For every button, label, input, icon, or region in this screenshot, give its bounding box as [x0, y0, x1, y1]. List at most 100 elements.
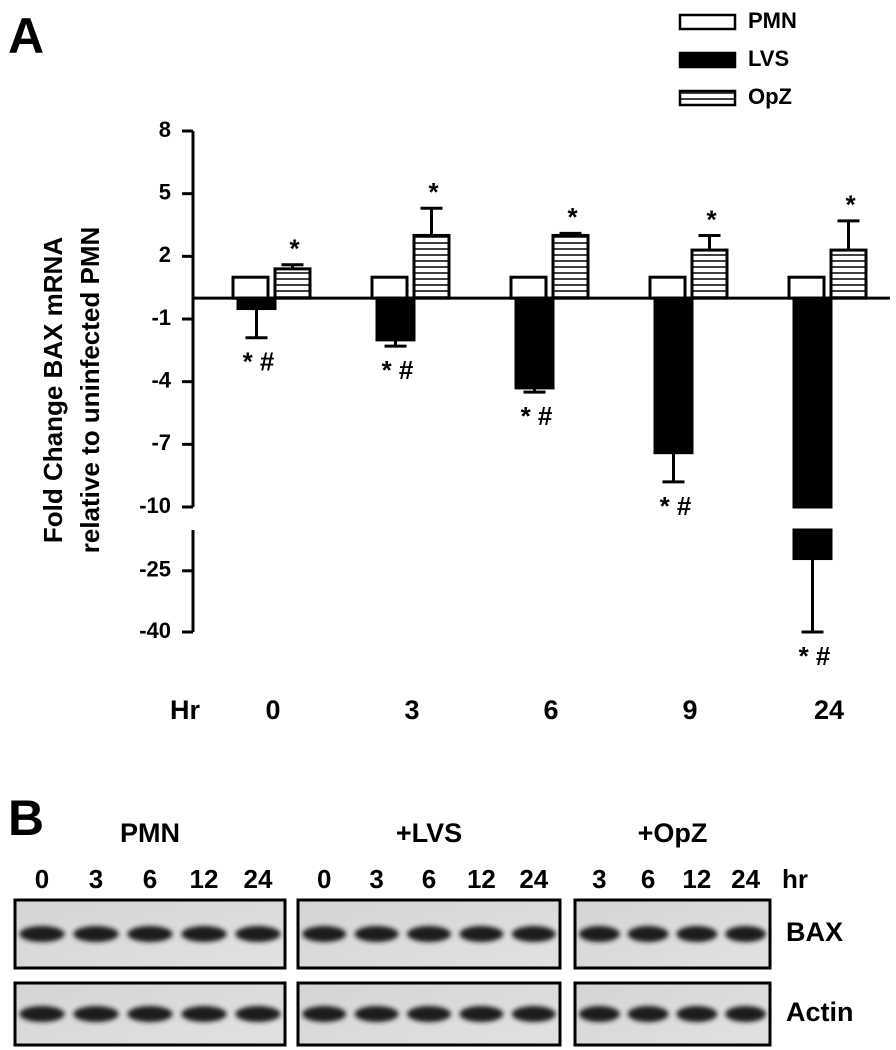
lane-label: 3	[592, 864, 606, 894]
blot-band	[511, 1006, 556, 1022]
significance-label: * #	[521, 401, 553, 431]
blot-band	[127, 1006, 173, 1022]
significance-label: *	[428, 177, 439, 207]
blot-band	[676, 1006, 718, 1022]
unit-label: hr	[782, 864, 808, 894]
lane-label: 0	[317, 864, 331, 894]
blot-band	[73, 926, 119, 942]
significance-label: * #	[382, 355, 414, 385]
blot-band	[73, 1006, 119, 1022]
panel-label: B	[8, 790, 44, 846]
y-tick-label: -1	[151, 305, 171, 330]
y-tick-label: -10	[139, 493, 171, 518]
lane-label: 0	[35, 864, 49, 894]
legend-swatch	[678, 13, 737, 31]
y-tick-label: -25	[139, 557, 171, 582]
bar	[509, 275, 548, 300]
lane-label: 6	[143, 864, 157, 894]
y-tick-label: 8	[159, 117, 171, 142]
blot-band	[511, 926, 556, 942]
blot-band	[235, 926, 281, 942]
lane-label: 12	[682, 864, 711, 894]
lane-label: 24	[519, 864, 548, 894]
lane-label: 24	[244, 864, 273, 894]
blot-band	[354, 1006, 399, 1022]
blot-band	[406, 926, 452, 942]
bar	[370, 275, 409, 300]
blot-band	[627, 926, 669, 942]
blot-band	[725, 926, 767, 942]
bar	[412, 233, 451, 300]
blot-band	[235, 1006, 281, 1022]
blot-band	[181, 1006, 227, 1022]
blot-band	[459, 926, 504, 942]
group-title: PMN	[120, 818, 180, 848]
x-tick-label: 0	[265, 695, 280, 725]
legend-swatch	[678, 51, 737, 69]
group-title: +LVS	[396, 818, 462, 848]
blot-band	[578, 1006, 620, 1022]
y-axis-label: Fold Change BAX mRNA	[38, 237, 68, 543]
blot-band	[627, 1006, 669, 1022]
lane-label: 3	[369, 864, 383, 894]
significance-label: * #	[243, 347, 275, 377]
x-tick-label: 3	[404, 695, 419, 725]
blot-band	[19, 926, 65, 942]
y-axis-label: relative to uninfected PMN	[75, 227, 105, 554]
row-label: BAX	[786, 917, 843, 947]
bar	[551, 233, 590, 300]
significance-label: * #	[660, 491, 692, 521]
x-tick-label: 6	[543, 695, 558, 725]
y-tick-label: -7	[151, 430, 171, 455]
blot-band	[19, 1006, 65, 1022]
blot-band	[127, 926, 173, 942]
blot-band	[725, 1006, 767, 1022]
significance-label: *	[706, 204, 717, 234]
blot-band	[302, 1006, 347, 1022]
legend-label: OpZ	[748, 84, 792, 109]
row-label: Actin	[786, 997, 854, 1027]
legend-label: LVS	[748, 46, 789, 71]
y-tick-label: -40	[139, 618, 171, 643]
blot-band	[578, 926, 620, 942]
bar	[273, 267, 312, 300]
blot-band	[302, 926, 347, 942]
group-title: +OpZ	[638, 818, 708, 848]
x-tick-label: 24	[814, 695, 844, 725]
lane-label: 24	[731, 864, 760, 894]
bar	[514, 296, 555, 390]
lane-label: 3	[89, 864, 103, 894]
bar	[787, 275, 826, 300]
bar	[375, 296, 416, 342]
x-tick-label: 9	[682, 695, 697, 725]
legend-label: PMN	[748, 8, 797, 33]
x-axis-label: Hr	[170, 695, 200, 725]
bar	[829, 248, 868, 300]
bar	[231, 275, 270, 300]
bar	[236, 296, 277, 311]
blot-band	[676, 926, 718, 942]
bar	[648, 275, 687, 300]
y-tick-label: 5	[159, 179, 171, 204]
significance-label: * #	[799, 641, 831, 671]
blot-band	[181, 926, 227, 942]
blot-band	[459, 1006, 504, 1022]
lane-label: 6	[422, 864, 436, 894]
y-tick-label: -4	[151, 367, 171, 392]
lane-label: 12	[467, 864, 496, 894]
bar	[792, 296, 833, 509]
lane-label: 6	[641, 864, 655, 894]
legend-swatch	[678, 89, 737, 107]
bar	[690, 248, 729, 300]
y-tick-label: 2	[159, 242, 171, 267]
panel-label: A	[8, 8, 44, 64]
blot-band	[354, 926, 399, 942]
lane-label: 12	[190, 864, 219, 894]
significance-label: *	[567, 202, 578, 232]
blot-band	[406, 1006, 452, 1022]
significance-label: *	[845, 190, 856, 220]
bar	[792, 528, 833, 561]
significance-label: *	[289, 234, 300, 264]
bar	[653, 296, 694, 455]
